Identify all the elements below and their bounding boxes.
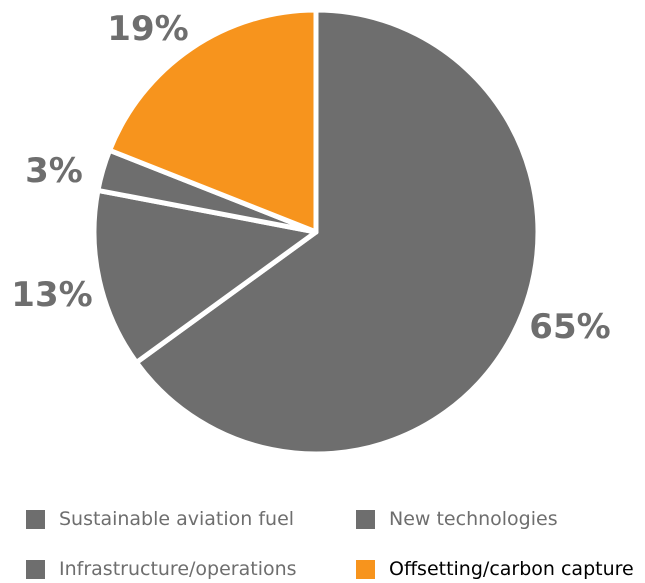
legend-swatch: [356, 559, 375, 579]
pie-slice-infrastructure-operations: [91, 187, 319, 365]
legend-swatch: [26, 509, 45, 529]
pie-slice-offsetting-carbon-capture: [107, 7, 319, 235]
legend-item-infrastructure-operations: Infrastructure/operations: [26, 558, 297, 580]
legend-item-sustainable-aviation-fuel: Sustainable aviation fuel: [26, 508, 294, 530]
legend-swatch: [26, 559, 45, 579]
slice-value-label: 19%: [107, 9, 188, 49]
legend-item-offsetting-carbon-capture: Offsetting/carbon capture: [356, 558, 634, 580]
legend-label: Sustainable aviation fuel: [59, 508, 295, 530]
slice-value-label: 3%: [25, 151, 83, 191]
slice-value-label: 65%: [529, 307, 610, 347]
legend-swatch: [356, 509, 375, 529]
legend-item-new-technologies: New technologies: [356, 508, 558, 530]
legend: Sustainable aviation fuel New technologi…: [26, 508, 645, 583]
legend-label: Offsetting/carbon capture: [389, 558, 634, 580]
slice-value-label: 13%: [11, 275, 92, 315]
legend-label: New technologies: [389, 508, 558, 530]
pie-slice-sustainable-aviation-fuel: [133, 7, 541, 457]
legend-label: Infrastructure/operations: [59, 558, 297, 580]
pie-chart: 65% 13% 3% 19%: [11, 7, 611, 457]
